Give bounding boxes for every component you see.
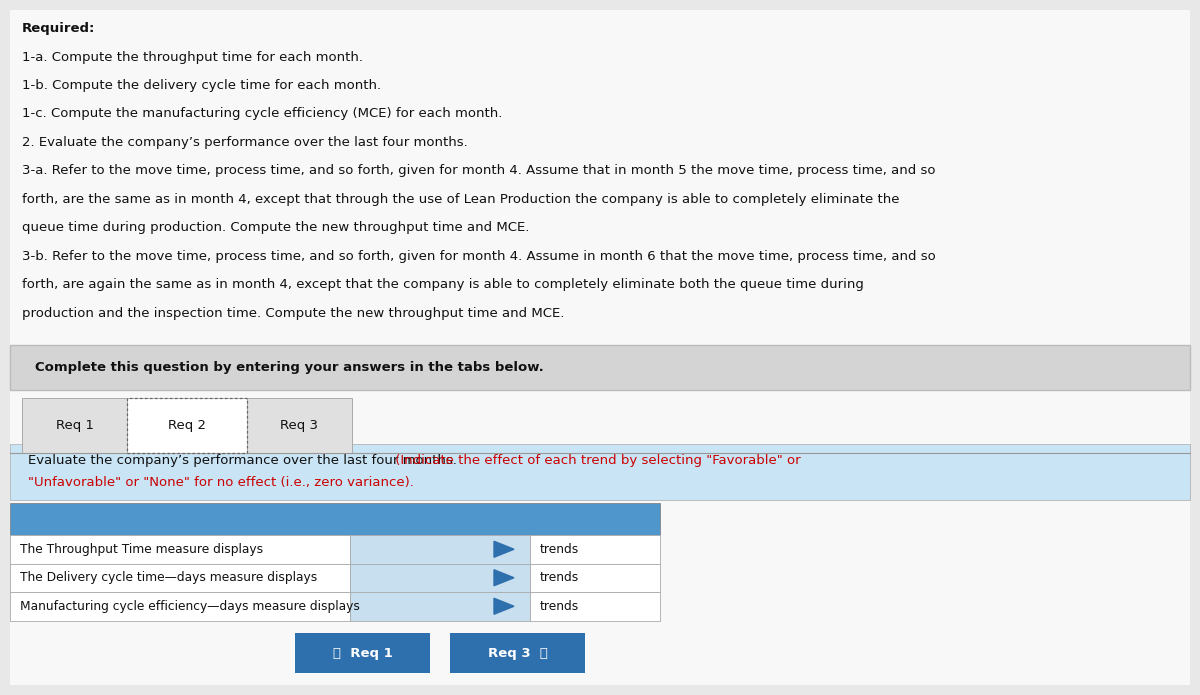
Polygon shape — [494, 598, 514, 614]
Text: queue time during production. Compute the new throughput time and MCE.: queue time during production. Compute th… — [22, 222, 529, 234]
Polygon shape — [494, 570, 514, 586]
Bar — [10, 444, 1190, 500]
Text: Req 1: Req 1 — [55, 419, 94, 432]
Bar — [450, 633, 586, 673]
Bar — [10, 503, 660, 535]
Bar — [10, 345, 1190, 390]
Bar — [530, 564, 660, 592]
Bar — [10, 592, 350, 621]
Text: 〈  Req 1: 〈 Req 1 — [332, 646, 392, 660]
Text: Req 3: Req 3 — [281, 419, 318, 432]
Text: 3-a. Refer to the move time, process time, and so forth, given for month 4. Assu: 3-a. Refer to the move time, process tim… — [22, 165, 936, 177]
Text: Req 2: Req 2 — [168, 419, 206, 432]
Bar — [247, 398, 352, 453]
Text: The Delivery cycle time—days measure displays: The Delivery cycle time—days measure dis… — [20, 571, 317, 584]
Bar — [350, 592, 530, 621]
Bar — [127, 398, 247, 453]
Text: forth, are again the same as in month 4, except that the company is able to comp: forth, are again the same as in month 4,… — [22, 279, 864, 291]
Text: production and the inspection time. Compute the new throughput time and MCE.: production and the inspection time. Comp… — [22, 307, 564, 320]
Text: The Throughput Time measure displays: The Throughput Time measure displays — [20, 543, 263, 556]
Text: trends: trends — [540, 571, 580, 584]
Text: trends: trends — [540, 543, 580, 556]
Text: 1-c. Compute the manufacturing cycle efficiency (MCE) for each month.: 1-c. Compute the manufacturing cycle eff… — [22, 108, 503, 120]
Bar — [295, 633, 430, 673]
Text: trends: trends — [540, 600, 580, 613]
Bar — [530, 592, 660, 621]
Bar — [10, 564, 350, 592]
Text: "Unfavorable" or "None" for no effect (i.e., zero variance).: "Unfavorable" or "None" for no effect (i… — [28, 476, 414, 489]
Text: Evaluate the company’s performance over the last four months.: Evaluate the company’s performance over … — [28, 454, 457, 467]
Bar — [10, 535, 350, 564]
Text: 1-a. Compute the throughput time for each month.: 1-a. Compute the throughput time for eac… — [22, 51, 364, 63]
Text: (Indicate the effect of each trend by selecting "Favorable" or: (Indicate the effect of each trend by se… — [391, 454, 800, 467]
Bar — [350, 564, 530, 592]
Text: Req 3  〉: Req 3 〉 — [487, 646, 547, 660]
Text: Required:: Required: — [22, 22, 95, 35]
Polygon shape — [494, 541, 514, 557]
Bar — [530, 535, 660, 564]
Text: Complete this question by entering your answers in the tabs below.: Complete this question by entering your … — [35, 361, 544, 374]
Bar — [350, 535, 530, 564]
Text: Manufacturing cycle efficiency—days measure displays: Manufacturing cycle efficiency—days meas… — [20, 600, 360, 613]
Text: forth, are the same as in month 4, except that through the use of Lean Productio: forth, are the same as in month 4, excep… — [22, 193, 900, 206]
Text: 3-b. Refer to the move time, process time, and so forth, given for month 4. Assu: 3-b. Refer to the move time, process tim… — [22, 250, 936, 263]
Bar — [22, 398, 127, 453]
Text: 2. Evaluate the company’s performance over the last four months.: 2. Evaluate the company’s performance ov… — [22, 136, 468, 149]
Text: 1-b. Compute the delivery cycle time for each month.: 1-b. Compute the delivery cycle time for… — [22, 79, 382, 92]
